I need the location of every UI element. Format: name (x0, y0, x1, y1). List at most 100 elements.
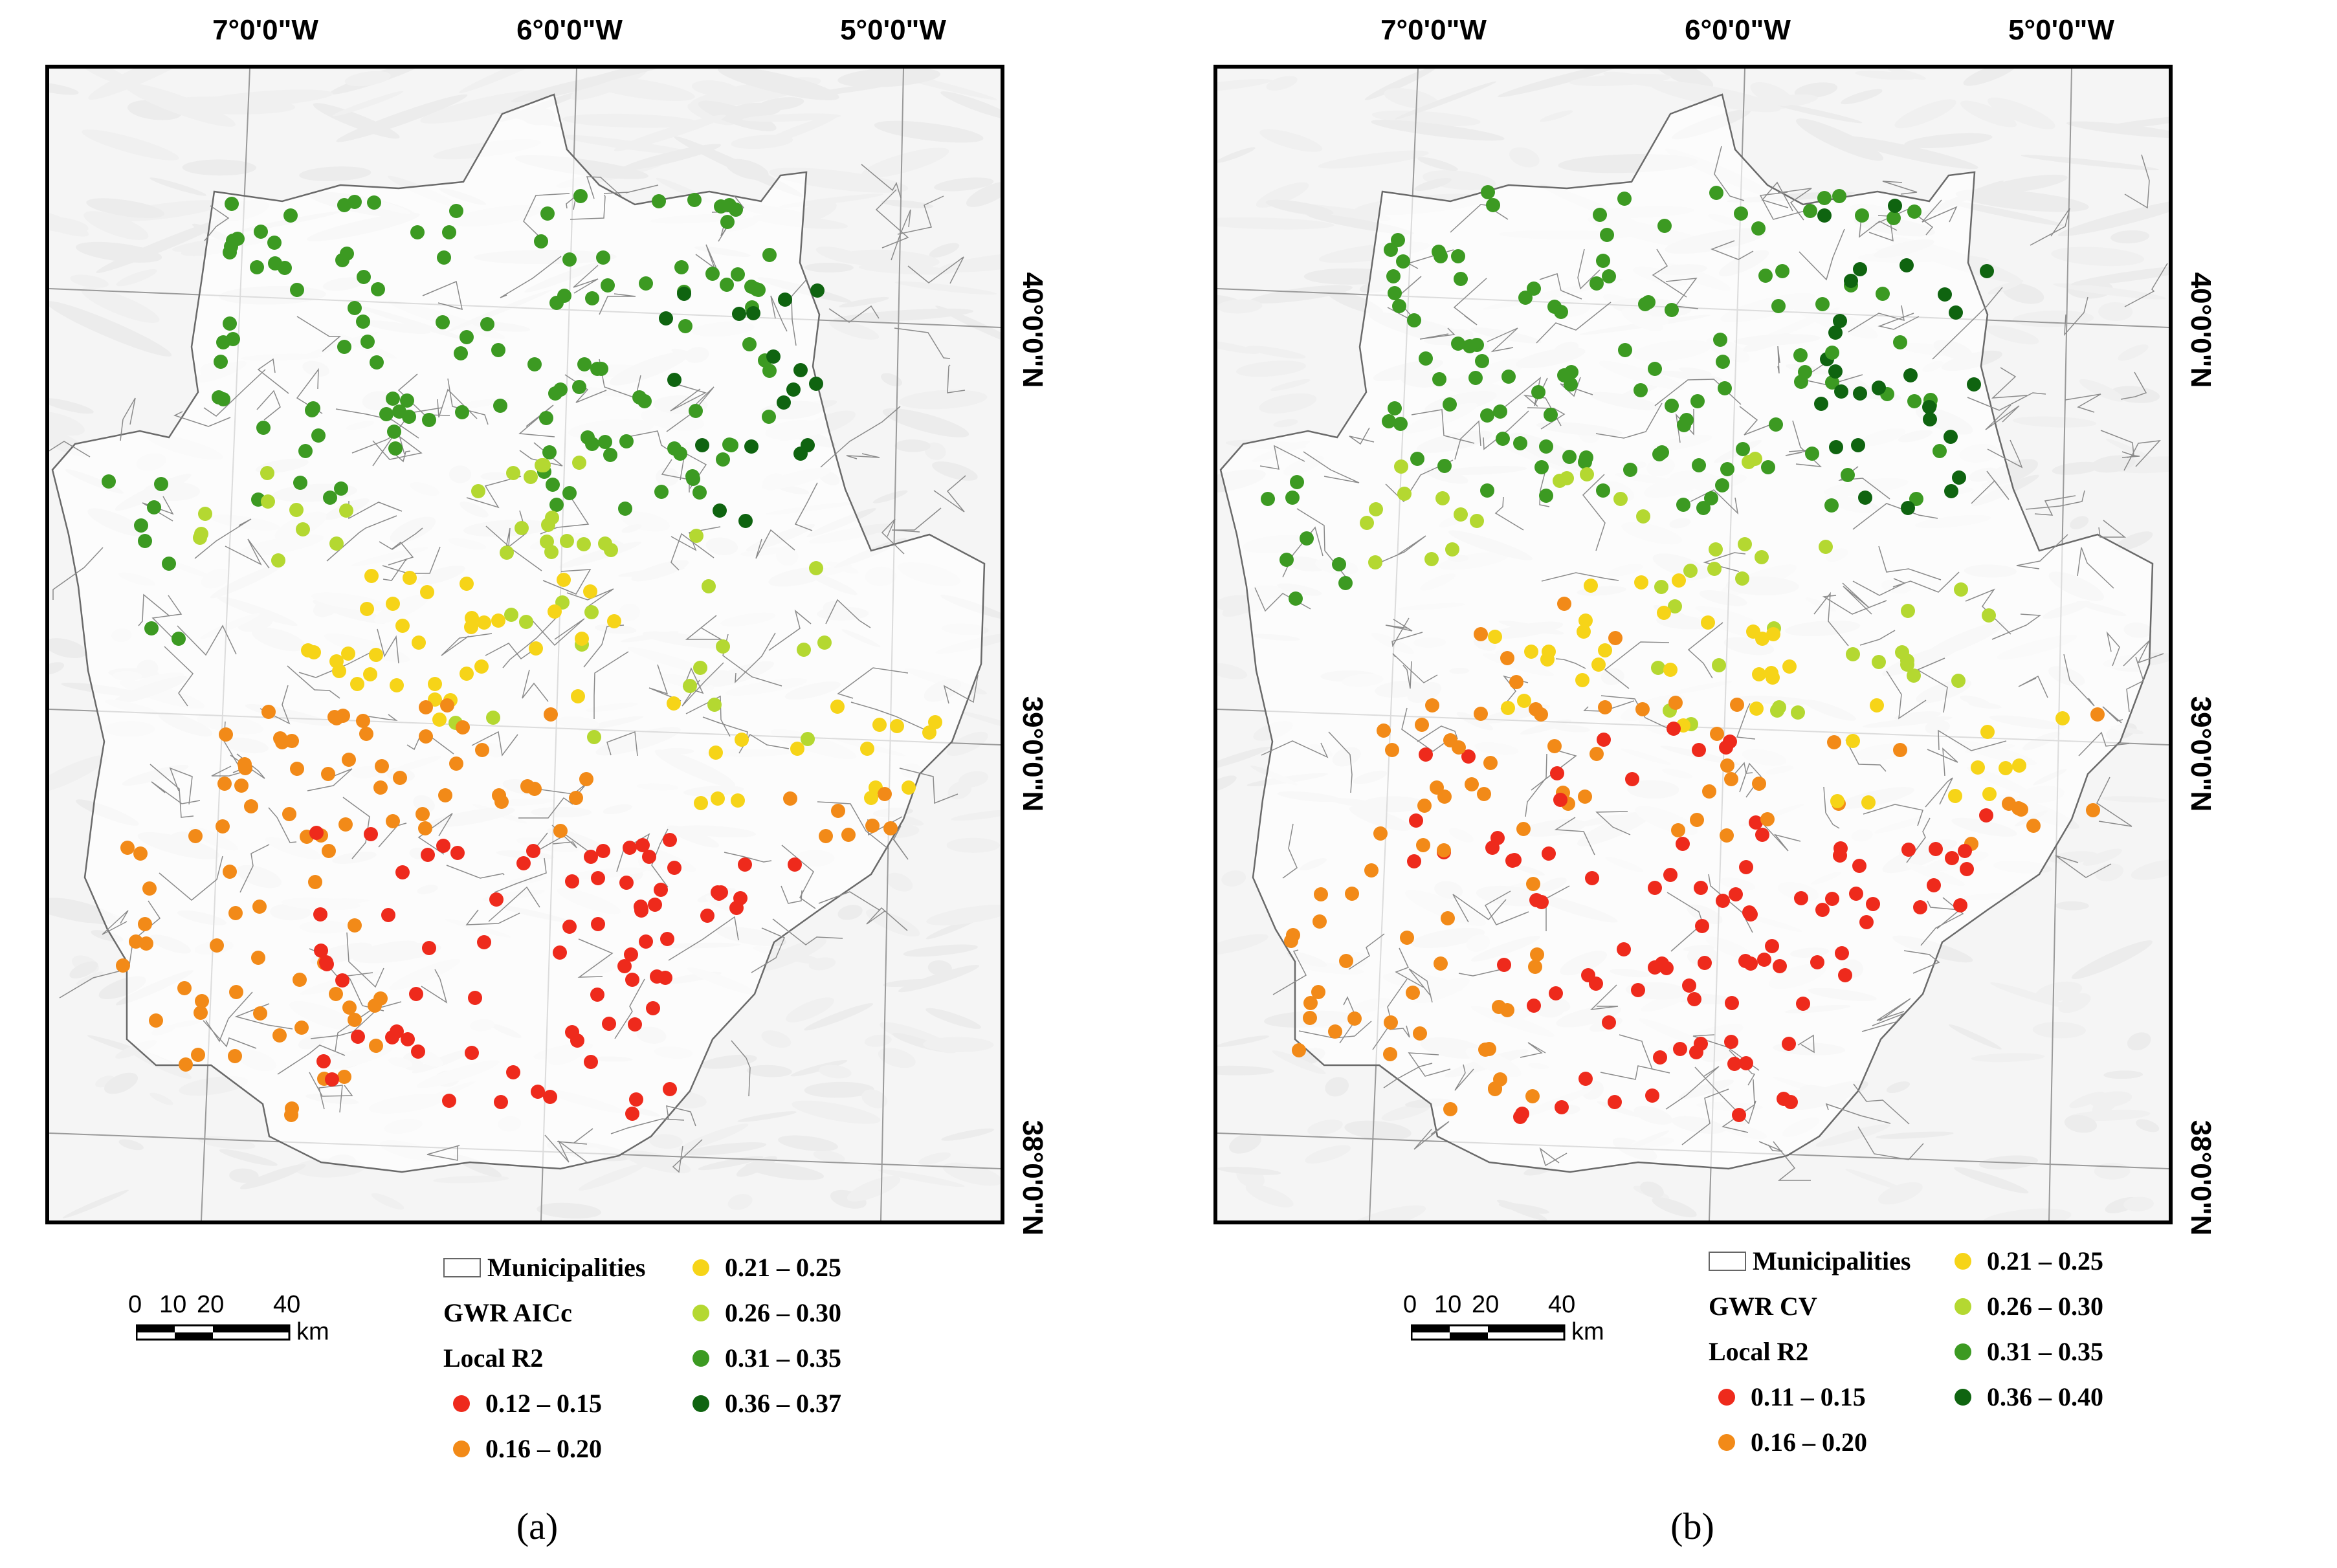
sample-point (1509, 675, 1523, 689)
sample-point (1952, 470, 1966, 485)
sample-point (229, 985, 243, 999)
sample-point (1900, 654, 1914, 668)
sample-point (1593, 208, 1607, 222)
sample-point (506, 1065, 520, 1079)
sample-point (1828, 364, 1843, 379)
sample-point (1468, 371, 1483, 385)
sample-point (720, 215, 735, 229)
sample-point (1907, 394, 1922, 408)
scale-unit: km (296, 1318, 329, 1345)
sample-point (1676, 498, 1690, 512)
sample-point (1980, 264, 1994, 278)
sample-point (436, 839, 450, 853)
sample-point (1525, 1089, 1540, 1103)
sample-point (172, 632, 186, 646)
legend-dot-red (453, 1395, 470, 1412)
sample-point (486, 711, 500, 725)
scale-tick-20: 20 (1472, 1291, 1500, 1318)
sample-point (1982, 787, 1997, 801)
sample-point (327, 710, 342, 724)
sample-point (371, 282, 385, 296)
map-frame-b[interactable] (1213, 65, 2173, 1224)
sample-point (228, 1049, 242, 1063)
sample-point (489, 892, 504, 907)
sample-point (1557, 597, 1571, 611)
sample-point (1394, 459, 1408, 474)
sample-point (577, 537, 591, 551)
sample-point (285, 1101, 299, 1116)
sample-point (922, 725, 936, 740)
sample-point (693, 661, 707, 675)
sample-point (253, 1006, 267, 1021)
longitude-label-5w: 5°0'0"W (840, 14, 946, 46)
sample-point (254, 225, 268, 239)
sample-point (480, 317, 494, 331)
sample-point (411, 1044, 425, 1059)
sample-point (214, 355, 228, 369)
sample-point (659, 311, 673, 326)
sample-point (1430, 780, 1444, 795)
sample-point (1755, 828, 1769, 842)
sample-point (290, 283, 304, 297)
sample-point (342, 753, 356, 767)
sample-point (1887, 211, 1901, 225)
sample-point (226, 332, 240, 346)
sample-point (1944, 430, 1958, 444)
sample-point (348, 1013, 362, 1027)
longitude-label-7w: 7°0'0"W (212, 14, 318, 46)
sample-point (1729, 887, 1743, 901)
sample-point (1477, 787, 1491, 801)
legend-model-title: GWR AICc (443, 1298, 572, 1327)
map-frame-a[interactable] (45, 65, 1004, 1224)
sample-point (1677, 418, 1691, 432)
sample-point (388, 441, 403, 456)
sample-point (570, 1033, 584, 1048)
sample-point (553, 945, 567, 960)
sample-point (625, 1107, 639, 1121)
sample-point (639, 276, 653, 291)
sample-point (1415, 718, 1429, 732)
sample-point (1665, 399, 1679, 413)
sample-point (367, 195, 381, 210)
scale-tick-20: 20 (197, 1291, 225, 1318)
sample-point (216, 819, 230, 834)
sample-point (395, 619, 410, 633)
sample-point (311, 428, 326, 443)
scale-bar-graphic (1411, 1324, 1566, 1341)
sample-point (1999, 761, 2013, 775)
sample-point (809, 377, 823, 391)
sample-point (2055, 711, 2070, 725)
sample-point (1634, 383, 1648, 397)
sample-point (1900, 258, 1914, 272)
sample-point (1501, 701, 1515, 715)
legend-dot-orange (1718, 1433, 1735, 1451)
sample-point (596, 844, 610, 858)
sample-point (1311, 985, 1325, 999)
sample-point (1844, 274, 1858, 288)
sample-point (1665, 303, 1679, 317)
sample-point (449, 204, 463, 218)
sample-point (623, 841, 637, 855)
sample-point (705, 267, 720, 281)
sample-point (1345, 887, 1359, 901)
sample-point (788, 857, 802, 872)
sample-point (694, 796, 708, 810)
sample-point (738, 857, 752, 872)
sample-point (223, 316, 237, 331)
sample-point (1474, 707, 1488, 721)
sample-point (1803, 204, 1817, 218)
sample-point (1724, 772, 1738, 786)
latitude-label-38n: 38°0'0"N (1017, 1120, 1048, 1236)
sample-point (1757, 953, 1771, 967)
sample-point (1827, 735, 1841, 749)
sample-point (590, 988, 604, 1002)
sample-point (339, 503, 353, 518)
sample-point (1393, 417, 1408, 431)
sample-point (1648, 362, 1662, 376)
sample-point (625, 973, 639, 987)
sample-point (1758, 269, 1773, 283)
sample-point (1923, 412, 1937, 426)
sample-point (456, 720, 470, 734)
sample-point (667, 373, 681, 387)
sample-point (1631, 983, 1645, 997)
